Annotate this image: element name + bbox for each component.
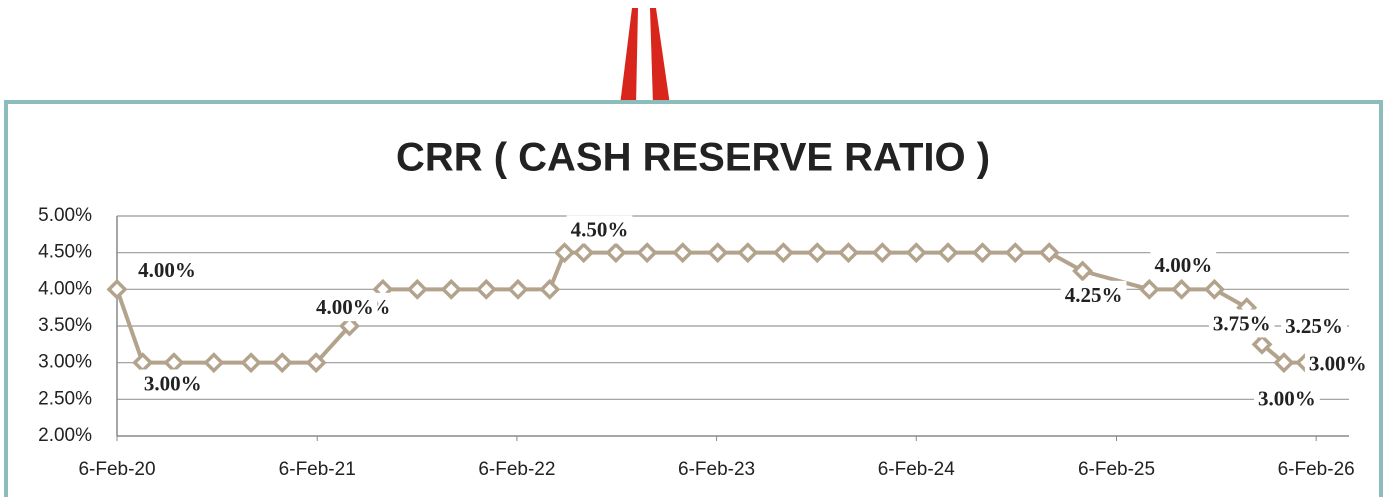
- y-tick-label: 3.50%: [38, 315, 92, 336]
- data-label: 3.25%: [1285, 314, 1343, 338]
- data-label: 4.00%: [1154, 253, 1212, 277]
- y-tick-label: 4.00%: [38, 278, 92, 299]
- page: {"chart_data": {"type": "line", "title":…: [0, 0, 1387, 497]
- chart: CRR ( CASH RESERVE RATIO ) 2.00% 2.50% 3.0…: [0, 0, 1387, 497]
- x-tick-label: 6-Feb-22: [478, 459, 555, 480]
- logo-shape: [620, 8, 638, 105]
- y-tick-label: 2.00%: [38, 425, 92, 446]
- data-label: 3.75%: [1213, 311, 1271, 335]
- x-tick-label: 6-Feb-24: [878, 459, 956, 480]
- chart-title: CRR ( CASH RESERVE RATIO ): [396, 136, 990, 180]
- data-label: 3.00%: [1258, 386, 1316, 410]
- y-tick-label: 4.50%: [38, 242, 92, 263]
- x-tick-label: 6-Feb-20: [78, 459, 155, 480]
- x-tick-label: 6-Feb-21: [279, 459, 356, 480]
- logo-shape: [650, 8, 670, 105]
- data-label: 3.00%: [1309, 351, 1367, 375]
- x-tick-label: 6-Feb-23: [678, 459, 755, 480]
- x-tick-label: 6-Feb-25: [1078, 459, 1155, 480]
- data-label: 3.00%: [144, 371, 202, 395]
- x-tick-label: 6-Feb-26: [1278, 459, 1355, 480]
- data-label: 4.50%: [571, 217, 629, 241]
- y-tick-label: 2.50%: [38, 388, 92, 409]
- data-label: 4.00%: [316, 295, 374, 319]
- y-tick-label: 5.00%: [38, 205, 92, 226]
- data-label: 4.25%: [1065, 283, 1123, 307]
- y-tick-label: 3.00%: [38, 352, 92, 373]
- data-label: 4.00%: [138, 258, 196, 282]
